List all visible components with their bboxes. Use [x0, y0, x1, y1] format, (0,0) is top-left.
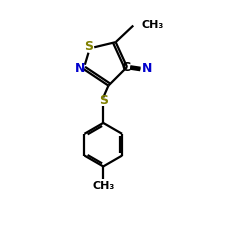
Text: C: C	[122, 60, 131, 74]
Text: CH₃: CH₃	[141, 20, 164, 30]
Text: S: S	[99, 94, 108, 107]
Text: CH₃: CH₃	[92, 181, 114, 191]
Text: N: N	[142, 62, 152, 75]
Text: N: N	[75, 62, 85, 75]
Text: S: S	[84, 40, 93, 53]
